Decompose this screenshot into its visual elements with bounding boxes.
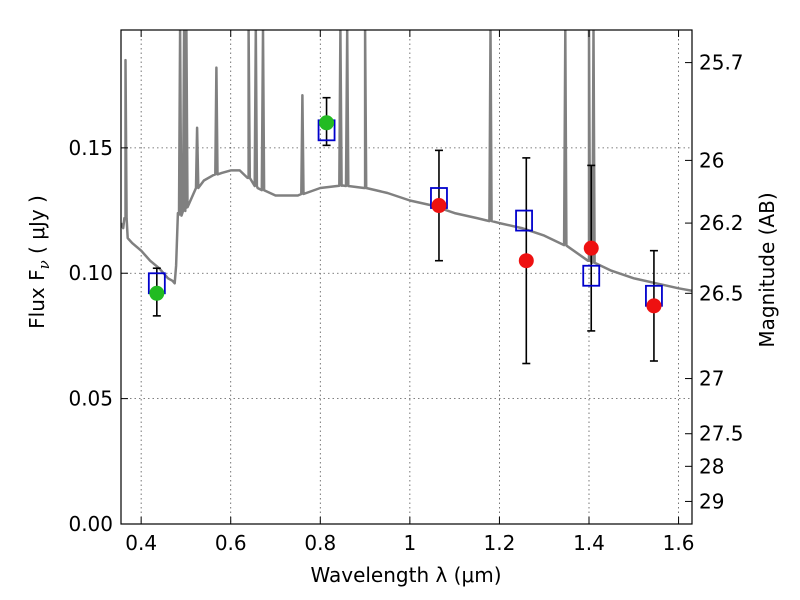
y-axis: 0.00 0.05 0.10 0.15 bbox=[68, 136, 128, 536]
y2-tick-label: 26.2 bbox=[699, 211, 744, 235]
y2-axis: 25.7 26 26.2 26.5 27 27.5 28 29 bbox=[685, 51, 744, 513]
template-spectrum-line bbox=[121, 30, 692, 293]
x-axis-label: Wavelength λ (μm) bbox=[310, 563, 501, 587]
y2-tick-label: 25.7 bbox=[699, 51, 744, 75]
y2-tick-label: 27 bbox=[699, 367, 724, 391]
y2-tick-label: 28 bbox=[699, 454, 724, 478]
x-tick-label: 1.6 bbox=[663, 531, 695, 555]
x-tick-label: 1.4 bbox=[573, 531, 605, 555]
y-axis-label-sub: ν bbox=[35, 260, 53, 269]
x-axis: 0.4 0.6 0.8 1 1.2 1.4 1.6 bbox=[125, 30, 694, 555]
y-tick-label: 0.00 bbox=[68, 512, 113, 536]
x-tick-label: 0.8 bbox=[304, 531, 336, 555]
y-axis-label: Flux Fν ( μJy ) bbox=[25, 195, 53, 329]
x-tick-label: 1.2 bbox=[484, 531, 516, 555]
x-tick-label: 0.6 bbox=[215, 531, 247, 555]
model-point bbox=[582, 264, 601, 287]
x-tick-label: 1 bbox=[403, 531, 416, 555]
observed-red-point bbox=[583, 240, 599, 256]
observed-red-point bbox=[646, 298, 662, 314]
observed-green-point bbox=[149, 285, 165, 301]
y2-tick-label: 26 bbox=[699, 148, 724, 172]
y-tick-label: 0.10 bbox=[68, 261, 113, 285]
template-spectrum-group bbox=[121, 30, 692, 293]
y-axis-label-main: Flux F bbox=[25, 269, 49, 328]
y2-tick-label: 26.5 bbox=[699, 281, 744, 305]
y-tick-label: 0.15 bbox=[68, 136, 113, 160]
y-tick-label: 0.05 bbox=[68, 387, 113, 411]
model-point bbox=[515, 209, 533, 232]
plot-frame bbox=[120, 29, 693, 525]
observed-green-point bbox=[319, 115, 335, 131]
observed-point-group bbox=[149, 115, 662, 314]
y-axis-label-unit: ( μJy ) bbox=[25, 195, 49, 260]
y2-tick-label: 29 bbox=[699, 489, 724, 513]
observed-red-point bbox=[518, 253, 534, 269]
y2-tick-label: 27.5 bbox=[699, 422, 744, 446]
y2-axis-label: Magnitude (AB) bbox=[755, 192, 779, 347]
observed-red-point bbox=[431, 198, 447, 214]
x-tick-label: 0.4 bbox=[125, 531, 157, 555]
